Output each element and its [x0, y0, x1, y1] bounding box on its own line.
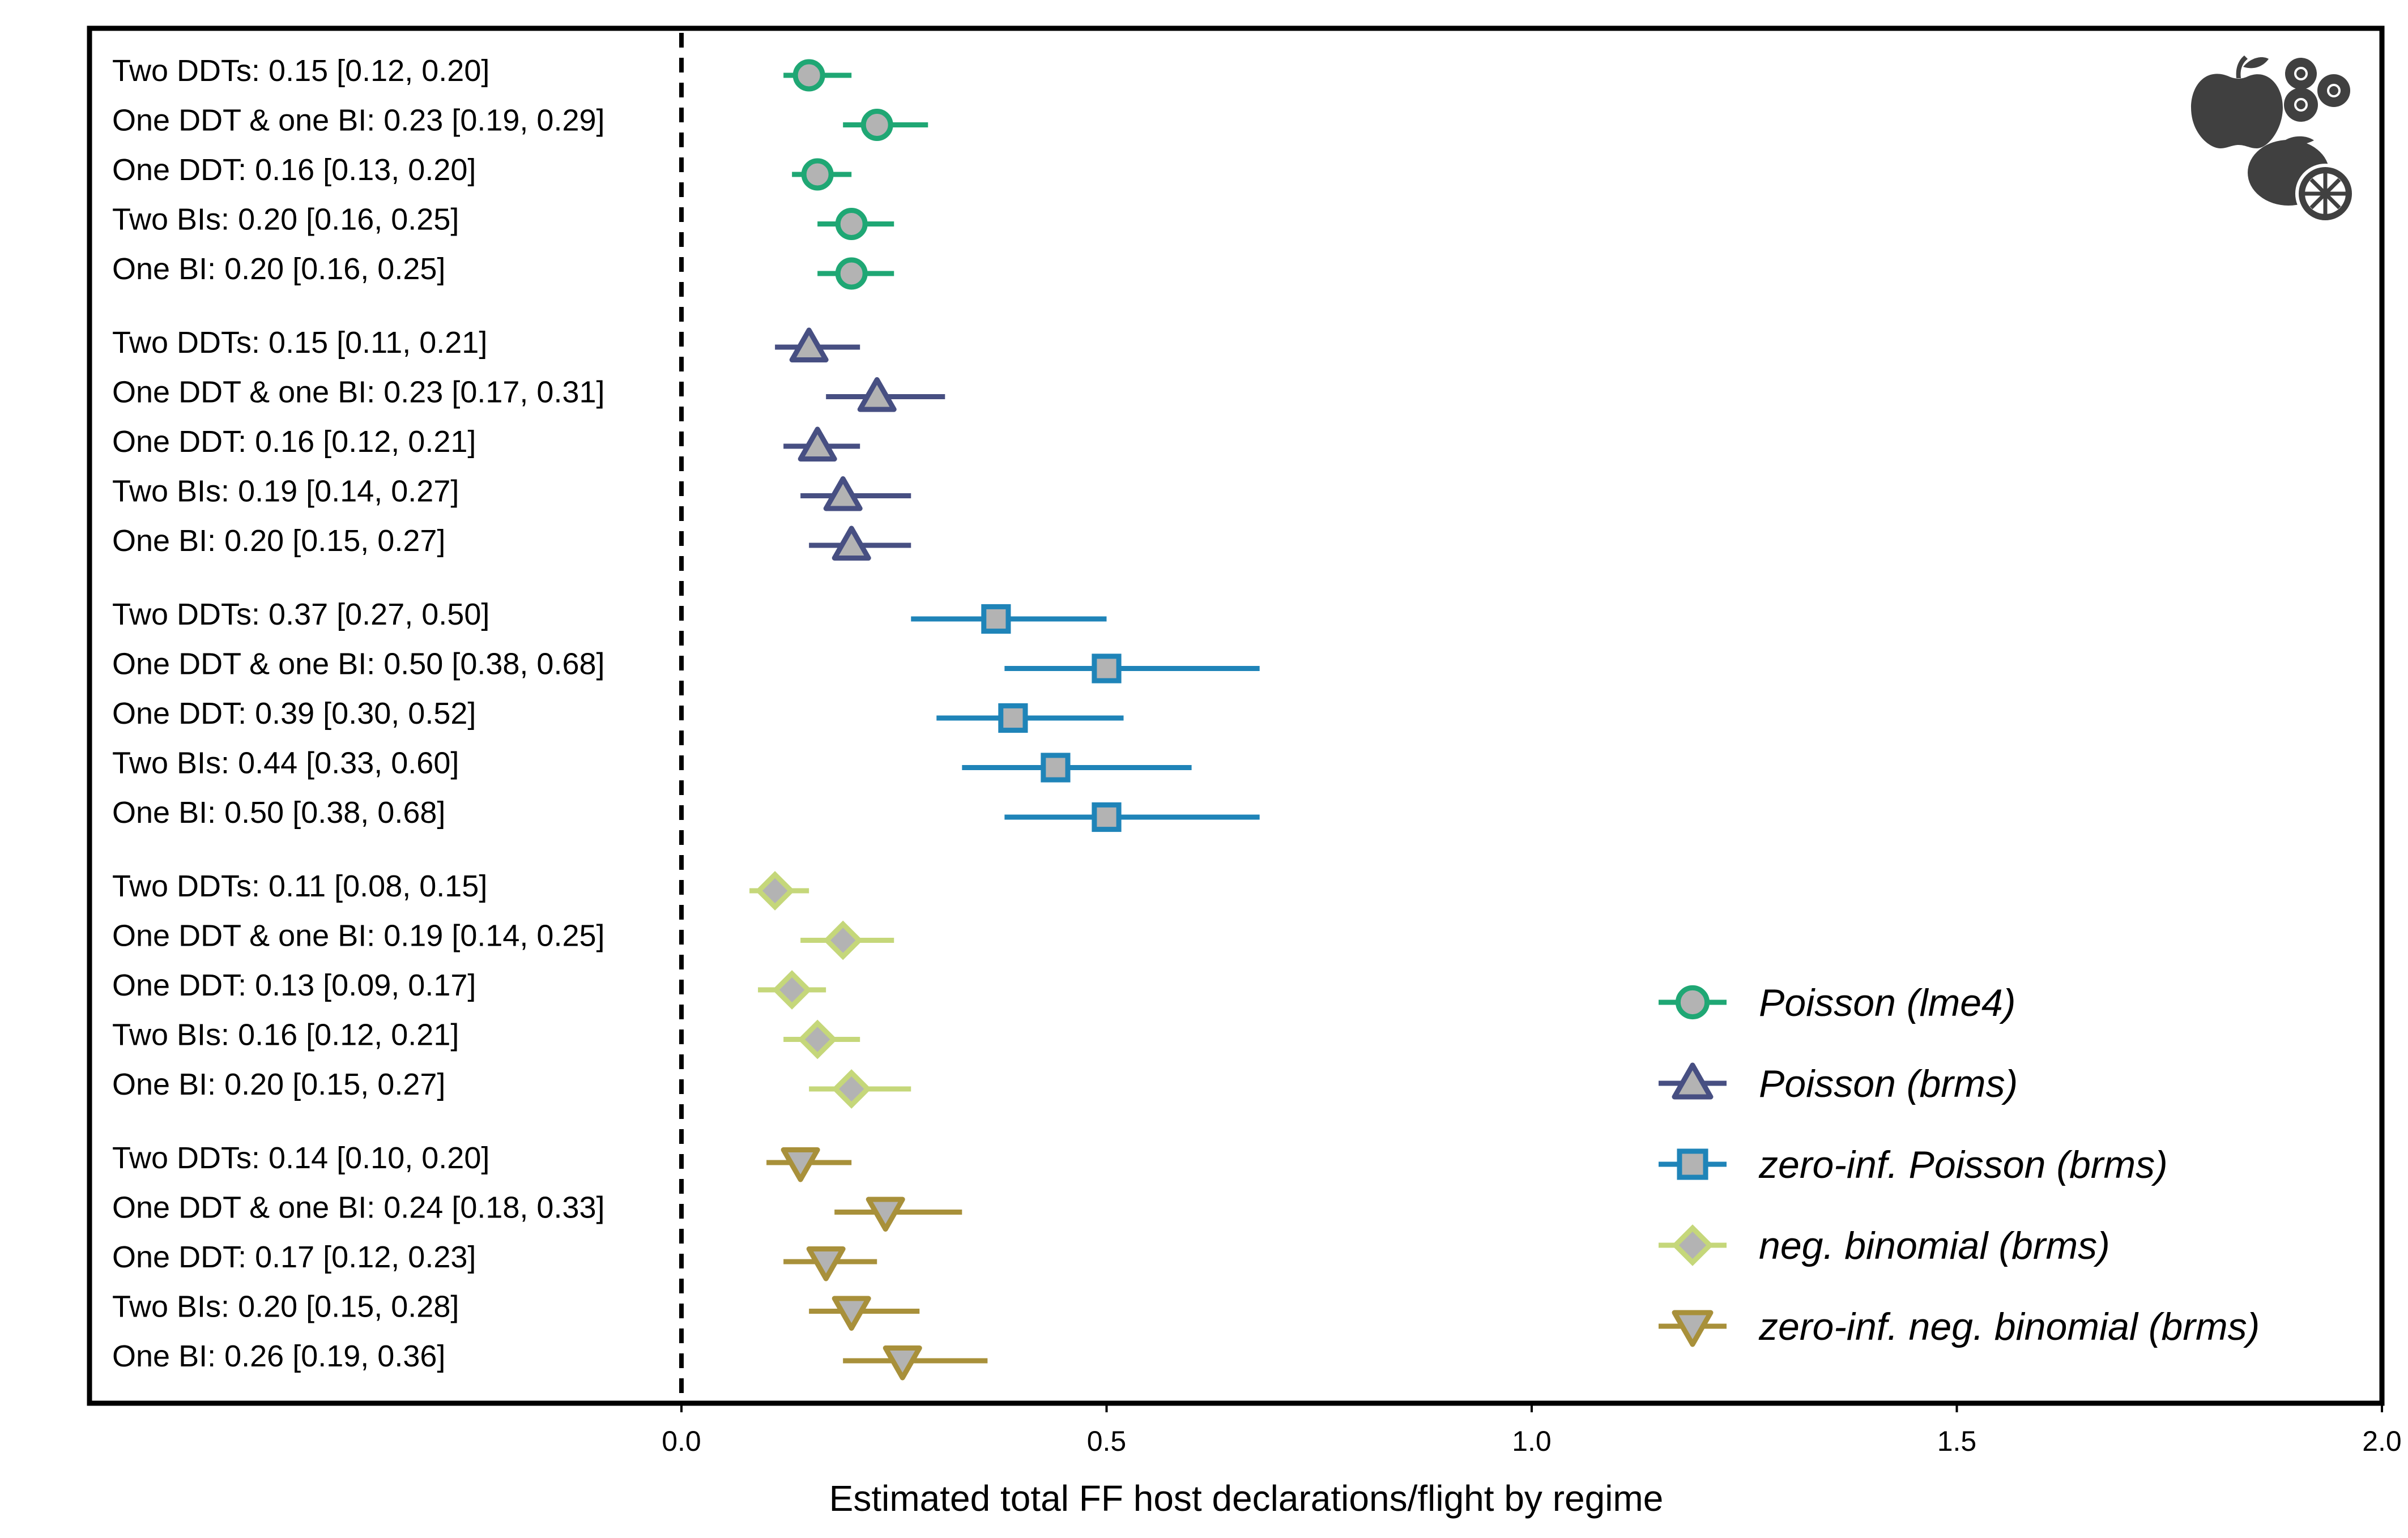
estimate-point [801, 158, 834, 191]
row-label: Two DDTs: 0.14 [0.10, 0.20] [112, 1141, 489, 1175]
fruit-icon [2191, 55, 2355, 224]
estimate-point [1092, 653, 1122, 683]
row-label: One DDT & one BI: 0.23 [0.17, 0.31] [112, 375, 605, 409]
estimate-point [832, 526, 871, 561]
estimate-point [823, 920, 863, 960]
row-label: One DDT: 0.16 [0.13, 0.20] [112, 153, 476, 187]
row-label: One BI: 0.20 [0.16, 0.25] [112, 252, 445, 286]
legend-entry: neg. binomial (brms) [1759, 1224, 2110, 1267]
row-label: Two DDTs: 0.37 [0.27, 0.50] [112, 597, 489, 631]
legend-marker [1672, 1224, 1714, 1266]
row-label: One BI: 0.20 [0.15, 0.27] [112, 524, 445, 558]
legend-marker [1677, 1148, 1708, 1180]
row-label: One BI: 0.20 [0.15, 0.27] [112, 1067, 445, 1101]
row-label: One BI: 0.26 [0.19, 0.36] [112, 1339, 445, 1373]
row-label: One DDT: 0.17 [0.12, 0.23] [112, 1240, 476, 1274]
row-label: Two BIs: 0.20 [0.15, 0.28] [112, 1290, 459, 1324]
legend-entry: Poisson (brms) [1759, 1062, 2018, 1105]
x-tick-label: 0.5 [1087, 1425, 1127, 1457]
row-label: Two BIs: 0.44 [0.33, 0.60] [112, 746, 459, 780]
legend-entry: Poisson (lme4) [1759, 981, 2016, 1024]
legend-entry: zero-inf. Poisson (brms) [1758, 1143, 2168, 1186]
legend-marker [1675, 985, 1710, 1020]
x-axis: 0.0 0.5 1.0 1.5 2.0 [662, 1403, 2402, 1457]
legend-marker [1672, 1062, 1714, 1100]
row-label: Two DDTs: 0.15 [0.11, 0.21] [112, 326, 487, 360]
row-label: One DDT & one BI: 0.50 [0.38, 0.68] [112, 647, 605, 681]
estimate-point [998, 703, 1028, 733]
estimate-point [860, 109, 893, 141]
legend-entry: zero-inf. neg. binomial (brms) [1758, 1305, 2260, 1348]
estimate-point [883, 1345, 922, 1381]
estimate-point [781, 1147, 820, 1182]
estimate-point [832, 1069, 872, 1109]
row-label: Two BIs: 0.19 [0.14, 0.27] [112, 475, 459, 509]
row-label: Two DDTs: 0.11 [0.08, 0.15] [112, 869, 487, 903]
estimate-point [866, 1197, 905, 1232]
estimate-point [835, 208, 868, 240]
x-tick-label: 1.5 [1937, 1425, 1977, 1457]
estimate-point [772, 970, 812, 1010]
legend-marker [1672, 1310, 1714, 1347]
estimate-point [857, 377, 897, 412]
estimate-point [792, 59, 825, 92]
estimate-point [798, 426, 837, 462]
row-label: Two BIs: 0.20 [0.16, 0.25] [112, 203, 459, 237]
estimate-point [832, 1296, 871, 1331]
estimate-point [789, 327, 829, 362]
row-label: One BI: 0.50 [0.38, 0.68] [112, 796, 445, 830]
chart-marks: Two DDTs: 0.15 [0.12, 0.20] One DDT & one… [112, 33, 1260, 1399]
row-label: One DDT: 0.13 [0.09, 0.17] [112, 968, 476, 1002]
plot-frame [87, 25, 2385, 1406]
row-label: One DDT: 0.39 [0.30, 0.52] [112, 697, 476, 730]
x-tick-label: 1.0 [1512, 1425, 1552, 1457]
apple-icon [2191, 74, 2283, 148]
row-label: One DDT & one BI: 0.23 [0.19, 0.29] [112, 104, 605, 138]
x-axis-label: Estimated total FF host declarations/fli… [829, 1478, 1664, 1519]
row-label: Two DDTs: 0.15 [0.12, 0.20] [112, 54, 489, 88]
blueberry-icon [2285, 58, 2317, 89]
x-tick-label: 0.0 [662, 1425, 701, 1457]
estimate-point [823, 476, 863, 511]
x-tick-label: 2.0 [2362, 1425, 2402, 1457]
row-label: Two BIs: 0.16 [0.12, 0.21] [112, 1018, 459, 1052]
estimate-point [755, 871, 795, 911]
row-label: One DDT: 0.16 [0.12, 0.21] [112, 425, 476, 459]
row-label: One DDT & one BI: 0.24 [0.18, 0.33] [112, 1191, 605, 1225]
estimate-point [835, 257, 868, 290]
estimate-point [806, 1246, 846, 1281]
estimate-point [1041, 753, 1071, 783]
estimate-point [981, 604, 1011, 634]
row-label: One DDT & one BI: 0.19 [0.14, 0.25] [112, 919, 605, 953]
estimate-point [1092, 802, 1122, 832]
legend: Poisson (lme4) Poisson (brms) zero-inf. Po… [1659, 981, 2260, 1348]
estimate-point [798, 1019, 838, 1059]
